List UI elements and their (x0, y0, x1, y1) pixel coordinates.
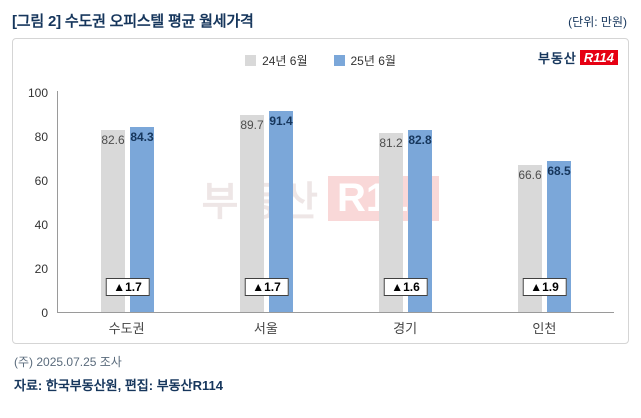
change-badge: ▲1.7 (244, 278, 289, 296)
survey-note: (주) 2025.07.25 조사 (14, 355, 122, 369)
bar-value-label: 84.3 (130, 129, 154, 144)
bar-value-label: 89.7 (240, 117, 264, 132)
bar-groups: 82.6 84.3 ▲1.7 89.7 91.4 ▲1.7 81.2 82.8 ▲1.6 66.6… (58, 91, 614, 312)
bar-value-label: 91.4 (269, 113, 293, 128)
y-tick-label: 20 (34, 262, 48, 276)
bar-group-0: 82.6 84.3 ▲1.7 (73, 91, 183, 312)
figure-footer: (주) 2025.07.25 조사 자료: 한국부동산원, 편집: 부동산R11… (0, 344, 641, 394)
legend-item-2025: 25년 6월 (333, 52, 396, 69)
change-badge: ▲1.6 (383, 278, 428, 296)
bar-value-label: 82.6 (101, 133, 125, 148)
x-category-label: 서울 (253, 321, 278, 336)
x-category-label: 인천 (532, 321, 557, 336)
legend-swatch-2025 (333, 55, 345, 66)
bar-value-label: 66.6 (518, 168, 542, 183)
x-category-label: 수도권 (108, 321, 145, 336)
bar-value-label: 68.5 (547, 164, 571, 179)
legend-item-2024: 24년 6월 (245, 52, 308, 69)
brand-logo-badge: R114 (579, 50, 618, 65)
y-tick-label: 40 (34, 218, 48, 232)
plot: 82.6 84.3 ▲1.7 89.7 91.4 ▲1.7 81.2 82.8 ▲1.6 66.6… (57, 91, 614, 313)
y-tick-label: 100 (27, 86, 48, 100)
bar-group-2: 81.2 82.8 ▲1.6 (351, 91, 461, 312)
bar-group-3: 66.6 68.5 ▲1.9 (490, 91, 600, 312)
change-badge: ▲1.9 (522, 278, 567, 296)
brand-logo: 부동산 R114 (538, 48, 618, 67)
y-tick-label: 0 (41, 306, 48, 320)
y-axis: 0 20 40 60 80 100 (23, 86, 57, 320)
source-credit: 자료: 한국부동산원, 편집: 부동산R114 (14, 378, 223, 393)
legend-label-2025: 25년 6월 (350, 54, 396, 68)
brand-logo-text: 부동산 (537, 51, 577, 66)
y-tick-label: 80 (34, 130, 48, 144)
chart-area: 24년 6월 25년 6월 부동산 R114 부동산 R114 0 20 40 60 8… (12, 38, 629, 344)
bar-group-1: 89.7 91.4 ▲1.7 (212, 91, 322, 312)
change-badge: ▲1.7 (105, 278, 150, 296)
figure-header: [그림 2] 수도권 오피스텔 평균 월세가격 (단위: 만원) (0, 0, 641, 35)
chart-title: [그림 2] 수도권 오피스텔 평균 월세가격 (12, 13, 254, 30)
legend-swatch-2024 (245, 55, 257, 66)
bar-value-label: 81.2 (379, 136, 403, 151)
legend: 24년 6월 25년 6월 (13, 52, 628, 69)
bar-value-label: 82.8 (408, 132, 432, 147)
x-category-label: 경기 (393, 321, 418, 336)
plot-wrap: 0 20 40 60 80 100 82.6 84.3 ▲1.7 89.7 91.4 ▲1.7 81.… (23, 86, 614, 320)
y-tick-label: 60 (34, 174, 48, 188)
x-axis-labels: 수도권 서울 경기 인천 (57, 318, 614, 337)
unit-label: (단위: 만원) (568, 15, 627, 29)
legend-label-2024: 24년 6월 (262, 54, 308, 68)
